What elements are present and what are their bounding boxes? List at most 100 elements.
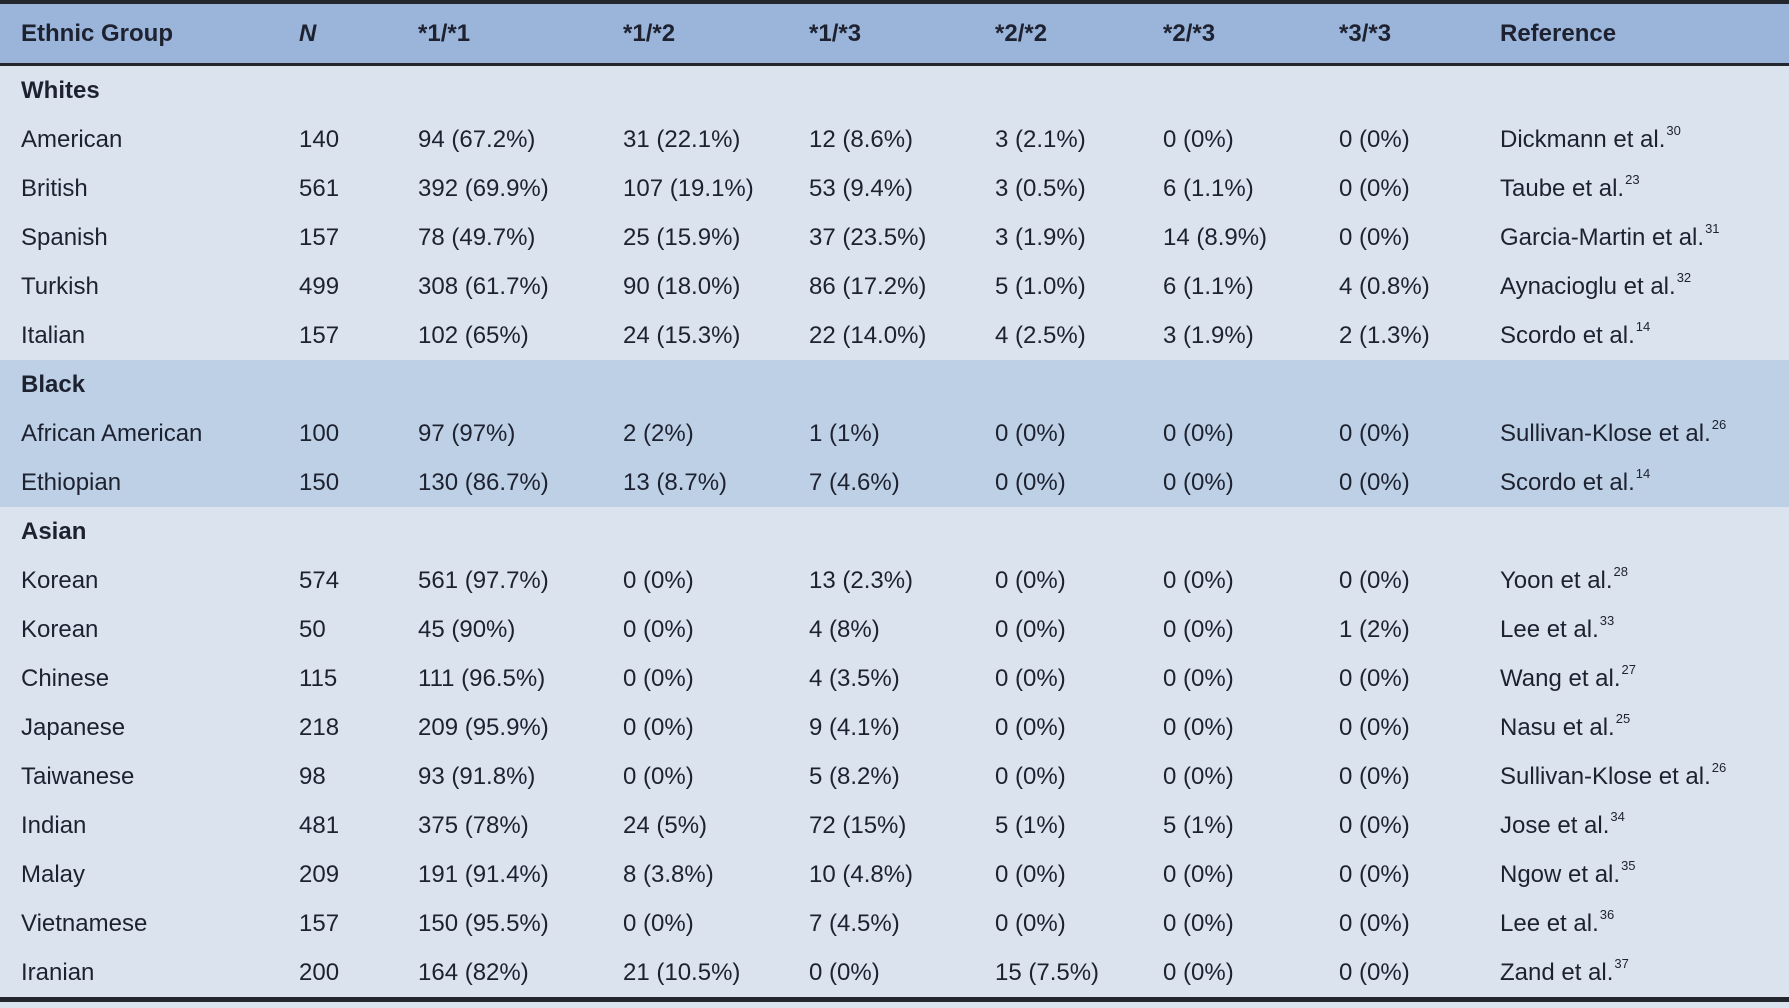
genotype-cell: 10 (4.8%) [809, 861, 914, 888]
population-cell: Korean [21, 616, 99, 643]
reference-text: Sullivan-Klose et al. [1500, 763, 1711, 790]
genotype-cell: 1 (1%) [809, 420, 880, 447]
genotype-cell: 0 (0%) [623, 567, 694, 594]
genotype-cell: 0 (0%) [1339, 861, 1410, 888]
table-row: Japanese 218 209 (95.9%) 0 (0%) 9 (4.1%) 0 (0… [0, 703, 1789, 752]
citation-number: 33 [1599, 613, 1615, 628]
reference-text: Sullivan-Klose et al. [1500, 420, 1711, 447]
genotype-cell: 7 (4.5%) [809, 910, 900, 937]
citation-number: 28 [1613, 564, 1629, 579]
genotype-cell: 308 (61.7%) [418, 273, 549, 300]
column-header: N [299, 20, 317, 47]
citation-number: 23 [1625, 172, 1640, 187]
population-cell: American [21, 126, 123, 153]
genotype-cell: 53 (9.4%) [809, 175, 914, 202]
genotype-cell: 0 (0%) [1163, 567, 1234, 594]
table-row: American 140 94 (67.2%) 31 (22.1%) 12 (8.6%)… [0, 115, 1789, 164]
genotype-cell: 0 (0%) [1339, 959, 1410, 986]
genotype-cell: 0 (0%) [1339, 714, 1410, 741]
genotype-cell: 6 (1.1%) [1163, 273, 1254, 300]
table-row: Korean 574 561 (97.7%) 0 (0%) 13 (2.3%) 0 (0%… [0, 556, 1789, 605]
genotype-cell: 0 (0%) [1163, 420, 1234, 447]
genotype-cell: 0 (0%) [995, 714, 1066, 741]
genotype-cell: 4 (2.5%) [995, 322, 1086, 349]
population-cell: Taiwanese [21, 763, 135, 790]
genotype-cell: 5 (1.0%) [995, 273, 1086, 300]
n-cell: 100 [299, 420, 340, 447]
n-cell: 50 [299, 616, 326, 643]
genotype-cell: 93 (91.8%) [418, 763, 536, 790]
reference-cell: Yoon et al.28 [1500, 556, 1628, 605]
genotype-cell: 78 (49.7%) [418, 224, 536, 251]
table-body: Whites American 140 94 (67.2%) 31 (22.1%) 12 … [0, 66, 1789, 997]
genotype-cell: 14 (8.9%) [1163, 224, 1268, 251]
genotype-cell: 0 (0%) [623, 763, 694, 790]
genotype-cell: 24 (15.3%) [623, 322, 741, 349]
genotype-cell: 191 (91.4%) [418, 861, 549, 888]
population-cell: Spanish [21, 224, 108, 251]
genotype-cell: 0 (0%) [1339, 812, 1410, 839]
reference-text: Zand et al. [1500, 959, 1614, 986]
genotype-cell: 0 (0%) [1163, 469, 1234, 496]
reference-text: Nasu et al. [1500, 714, 1615, 741]
table-row: British 561 392 (69.9%) 107 (19.1%) 53 (9.4%… [0, 164, 1789, 213]
reference-text: Lee et al. [1500, 616, 1599, 643]
reference-text: Garcia-Martin et al. [1500, 224, 1705, 251]
genotype-cell: 3 (1.9%) [995, 224, 1086, 251]
table-row: African American 100 97 (97%) 2 (2%) 1 (1%) 0… [0, 409, 1789, 458]
group-label: Black [21, 371, 86, 398]
genotype-cell: 0 (0%) [995, 763, 1066, 790]
column-header: *2/*2 [995, 20, 1048, 47]
table-row: Korean 50 45 (90%) 0 (0%) 4 (8%) 0 (0%) 0 (0%)… [0, 605, 1789, 654]
reference-cell: Lee et al.33 [1500, 605, 1614, 654]
table-row: Ethiopian 150 130 (86.7%) 13 (8.7%) 7 (4.6%)… [0, 458, 1789, 507]
genotype-cell: 561 (97.7%) [418, 567, 549, 594]
n-cell: 218 [299, 714, 340, 741]
genotype-cell: 0 (0%) [1163, 861, 1234, 888]
genotype-cell: 0 (0%) [1339, 126, 1410, 153]
genotype-cell: 21 (10.5%) [623, 959, 741, 986]
genotype-cell: 8 (3.8%) [623, 861, 714, 888]
genotype-cell: 0 (0%) [1339, 420, 1410, 447]
genotype-cell: 15 (7.5%) [995, 959, 1100, 986]
genotype-cell: 0 (0%) [1163, 714, 1234, 741]
genotype-cell: 5 (1%) [995, 812, 1066, 839]
genotype-cell: 2 (1.3%) [1339, 322, 1430, 349]
reference-cell: Jose et al.34 [1500, 801, 1625, 850]
population-cell: Malay [21, 861, 86, 888]
column-header: *3/*3 [1339, 20, 1392, 47]
bottom-rule [0, 997, 1789, 1002]
genotype-cell: 3 (0.5%) [995, 175, 1086, 202]
reference-text: Dickmann et al. [1500, 126, 1666, 153]
genotype-cell: 164 (82%) [418, 959, 529, 986]
reference-cell: Sullivan-Klose et al.26 [1500, 752, 1726, 801]
table-row: Indian 481 375 (78%) 24 (5%) 72 (15%) 5 (1%) 5… [0, 801, 1789, 850]
n-cell: 209 [299, 861, 340, 888]
genotype-cell: 3 (1.9%) [1163, 322, 1254, 349]
citation-number: 30 [1666, 123, 1681, 138]
genotype-cell: 0 (0%) [995, 469, 1066, 496]
column-header: Ethnic Group [21, 20, 173, 47]
reference-cell: Dickmann et al.30 [1500, 115, 1681, 164]
reference-cell: Garcia-Martin et al.31 [1500, 213, 1720, 262]
genotype-cell: 86 (17.2%) [809, 273, 927, 300]
genotype-cell: 4 (3.5%) [809, 665, 900, 692]
n-cell: 98 [299, 763, 326, 790]
citation-number: 32 [1676, 270, 1692, 285]
table-row: Turkish 499 308 (61.7%) 90 (18.0%) 86 (17.2%… [0, 262, 1789, 311]
genotype-cell: 0 (0%) [1163, 910, 1234, 937]
genotype-cell: 0 (0%) [995, 616, 1066, 643]
reference-text: Yoon et al. [1500, 567, 1613, 594]
genotype-cell: 0 (0%) [995, 665, 1066, 692]
citation-number: 26 [1711, 417, 1727, 432]
reference-text: Jose et al. [1500, 812, 1610, 839]
genotype-cell: 6 (1.1%) [1163, 175, 1254, 202]
genotype-cell: 4 (0.8%) [1339, 273, 1430, 300]
genotype-cell: 25 (15.9%) [623, 224, 741, 251]
population-cell: Iranian [21, 959, 95, 986]
genotype-cell: 0 (0%) [1163, 126, 1234, 153]
genotype-cell: 130 (86.7%) [418, 469, 549, 496]
genotype-cell: 1 (2%) [1339, 616, 1410, 643]
reference-cell: Scordo et al.14 [1500, 458, 1650, 507]
table-row: Taiwanese 98 93 (91.8%) 0 (0%) 5 (8.2%) 0 (0%… [0, 752, 1789, 801]
